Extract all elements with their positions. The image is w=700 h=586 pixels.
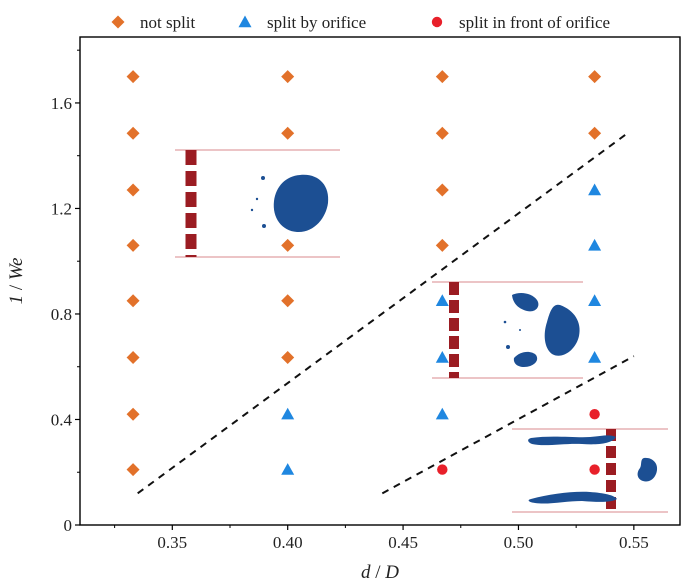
boundary-line xyxy=(381,355,635,495)
data-point xyxy=(281,463,295,475)
data-point xyxy=(126,407,140,421)
data-point xyxy=(588,126,602,140)
data-point xyxy=(588,70,602,84)
y-tick-label: 1.2 xyxy=(51,199,72,218)
legend: not split split by orifice split in front … xyxy=(111,13,610,32)
data-point xyxy=(281,407,295,420)
inset-fragment xyxy=(512,292,539,312)
inset-droplet xyxy=(637,457,658,482)
data-point xyxy=(589,464,600,475)
data-point xyxy=(588,294,602,306)
data-point xyxy=(281,238,295,252)
legend-label: split by orifice xyxy=(267,13,366,32)
x-axis-title: d / D xyxy=(361,562,399,583)
legend-marker xyxy=(238,15,252,28)
boundary-line xyxy=(137,131,630,495)
inset-satellite-droplet xyxy=(261,176,265,180)
regime-boundaries xyxy=(137,131,635,495)
data-point xyxy=(588,183,602,196)
data-point xyxy=(126,350,140,364)
data-point xyxy=(435,407,449,420)
data-point xyxy=(126,294,140,308)
inset-ligament xyxy=(528,491,617,504)
inset-fragment xyxy=(513,351,538,367)
inset-satellite-droplet xyxy=(503,320,507,324)
y-tick-label: 0.8 xyxy=(51,305,72,324)
x-tick-label: 0.55 xyxy=(619,533,649,552)
legend-label: not split xyxy=(140,13,196,32)
data-point xyxy=(126,463,140,477)
data-point xyxy=(435,350,449,363)
data-point xyxy=(435,126,449,140)
legend-label: split in front of orifice xyxy=(459,13,610,32)
data-point xyxy=(435,238,449,252)
inset-satellite-droplet xyxy=(506,345,510,349)
data-point xyxy=(588,350,602,363)
x-tick-label: 0.40 xyxy=(273,533,303,552)
inset-not-split xyxy=(175,149,340,258)
data-point xyxy=(435,294,449,306)
data-point xyxy=(281,126,295,140)
inset-satellite-droplet xyxy=(250,208,254,212)
data-point xyxy=(281,350,295,364)
data-point xyxy=(126,126,140,140)
plot-frame xyxy=(79,36,681,526)
x-tick-label: 0.50 xyxy=(504,533,534,552)
y-tick-label: 1.6 xyxy=(51,94,72,113)
data-point xyxy=(437,464,448,475)
data-point xyxy=(589,409,600,420)
data-point xyxy=(126,238,140,252)
data-point xyxy=(435,183,449,197)
inset-split-by-orifice xyxy=(432,281,583,379)
inset-split-in-front xyxy=(512,428,668,513)
data-point xyxy=(126,183,140,197)
data-point xyxy=(126,70,140,84)
data-point xyxy=(435,70,449,84)
inset-ligament xyxy=(528,435,616,446)
y-tick-label: 0 xyxy=(64,516,73,535)
data-point xyxy=(281,70,295,84)
x-tick-label: 0.35 xyxy=(157,533,187,552)
inset-droplet xyxy=(544,304,580,356)
data-point xyxy=(588,238,602,251)
inset-droplet xyxy=(273,174,329,233)
inset-satellite-droplet xyxy=(262,224,266,228)
data-markers xyxy=(126,70,602,477)
legend-marker xyxy=(431,16,443,28)
y-tick-label: 0.4 xyxy=(51,410,73,429)
axis-ticks: 0.35 0.40 0.45 0.50 0.55 0 0.4 0.8 1.2 1.6 xyxy=(51,49,649,552)
data-point xyxy=(281,294,295,308)
x-tick-label: 0.45 xyxy=(388,533,418,552)
y-axis-title: 1 / We xyxy=(6,258,27,305)
legend-marker xyxy=(111,15,125,29)
inset-satellite-droplet xyxy=(255,197,259,201)
inset-satellite-droplet xyxy=(519,329,521,331)
